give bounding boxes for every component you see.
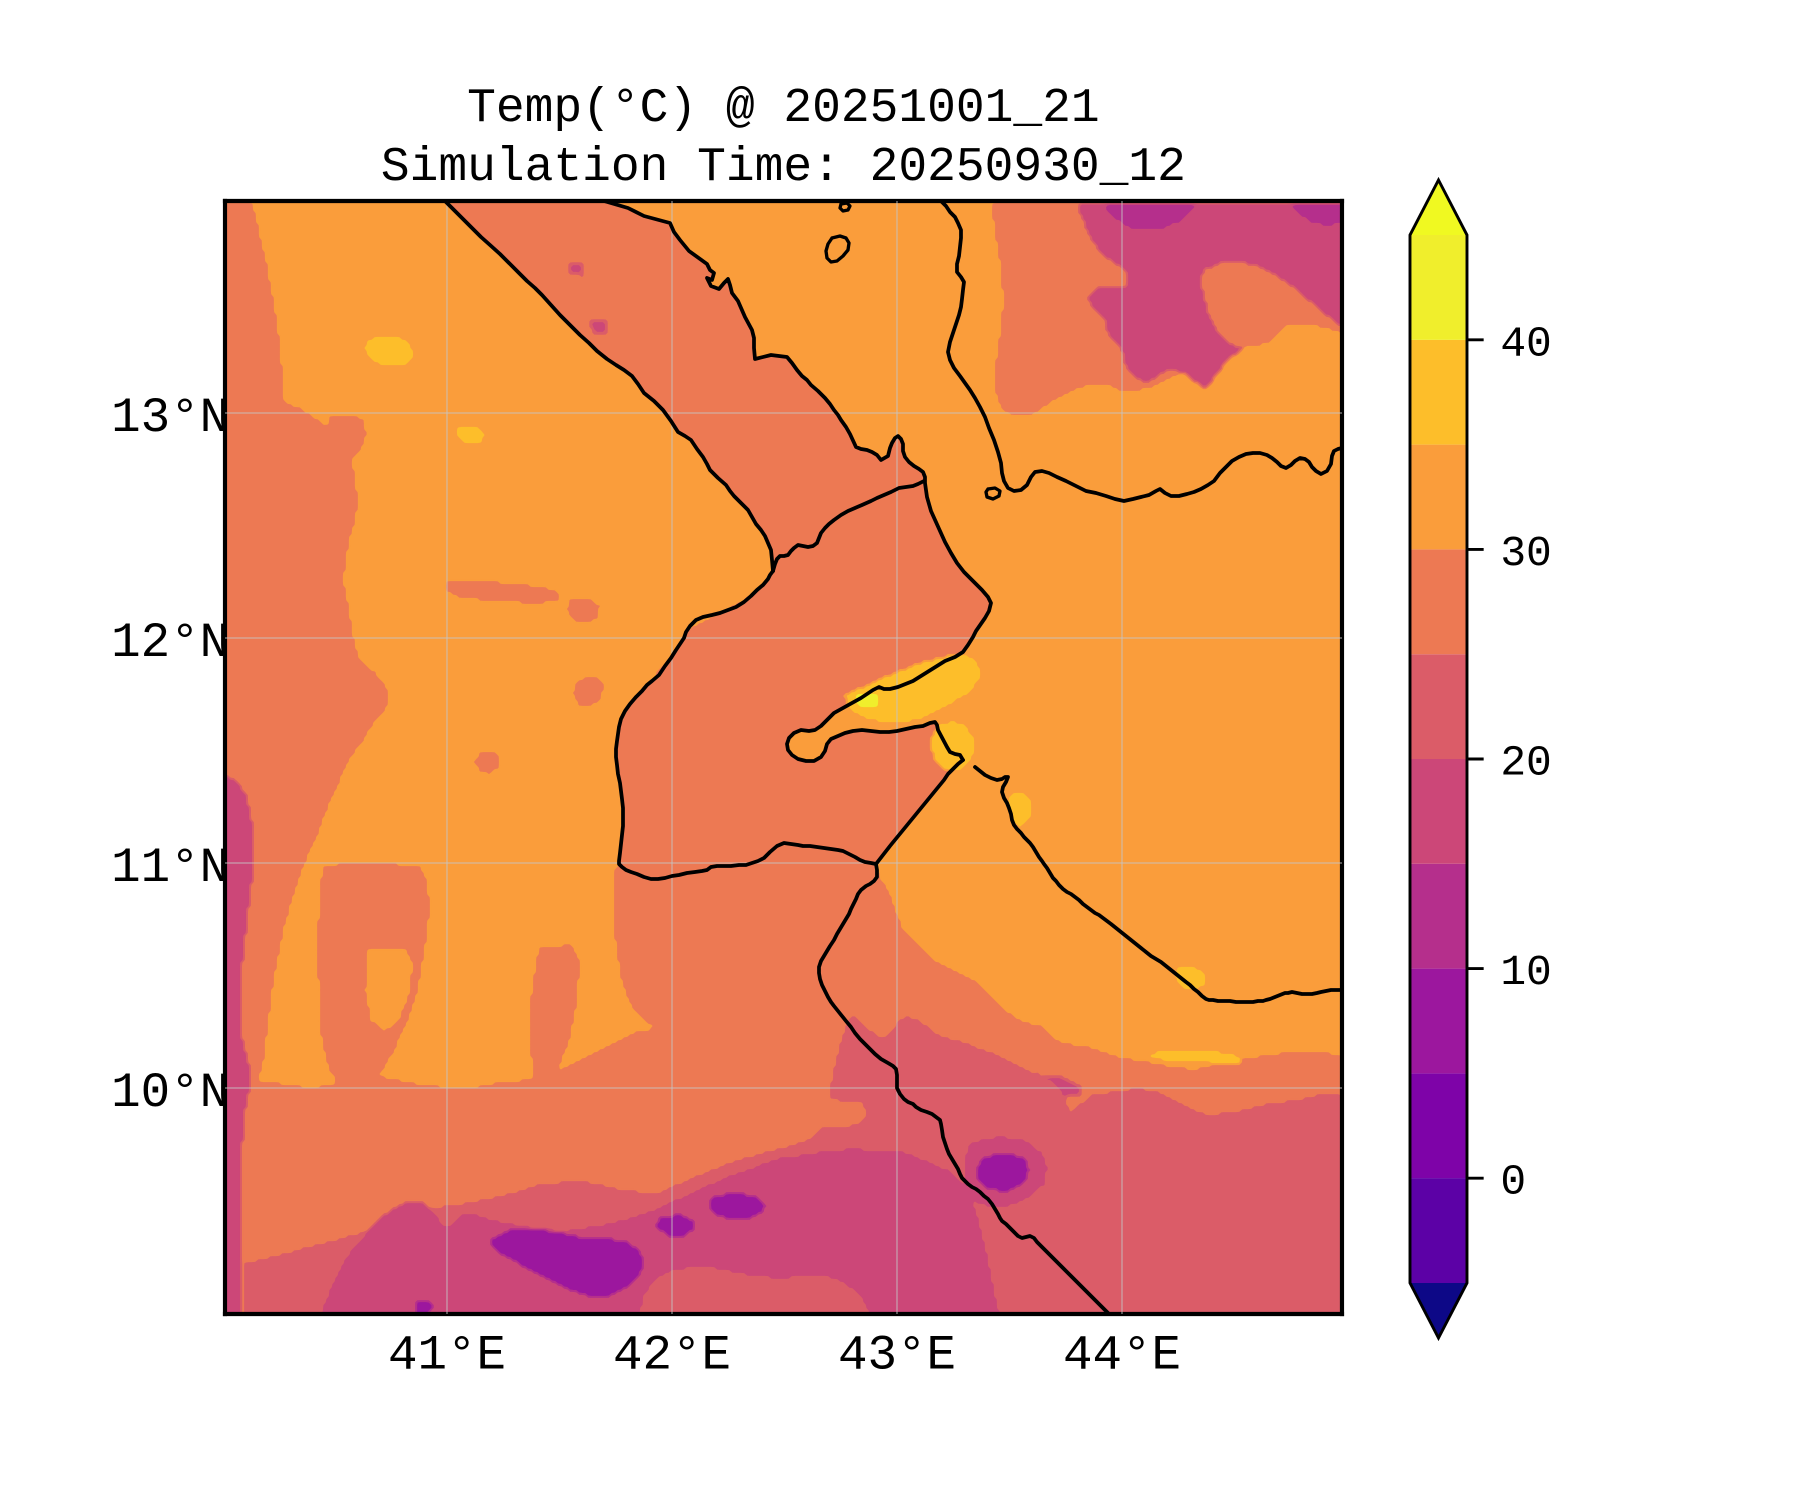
svg-text:43°E: 43°E	[838, 1327, 956, 1383]
svg-text:10°N: 10°N	[111, 1065, 229, 1121]
svg-text:Simulation Time: 20250930_12: Simulation Time: 20250930_12	[381, 141, 1186, 195]
svg-text:30: 30	[1500, 529, 1552, 578]
svg-text:40: 40	[1500, 319, 1552, 368]
svg-text:11°N: 11°N	[111, 840, 229, 896]
svg-text:Temp(°C) @ 20251001_21: Temp(°C) @ 20251001_21	[467, 82, 1099, 136]
svg-text:10: 10	[1500, 948, 1552, 997]
svg-text:44°E: 44°E	[1063, 1327, 1181, 1383]
svg-text:42°E: 42°E	[613, 1327, 731, 1383]
svg-text:41°E: 41°E	[388, 1327, 506, 1383]
svg-text:20: 20	[1500, 739, 1552, 788]
svg-text:13°N: 13°N	[111, 390, 229, 446]
svg-text:0: 0	[1500, 1158, 1526, 1207]
svg-text:12°N: 12°N	[111, 615, 229, 671]
